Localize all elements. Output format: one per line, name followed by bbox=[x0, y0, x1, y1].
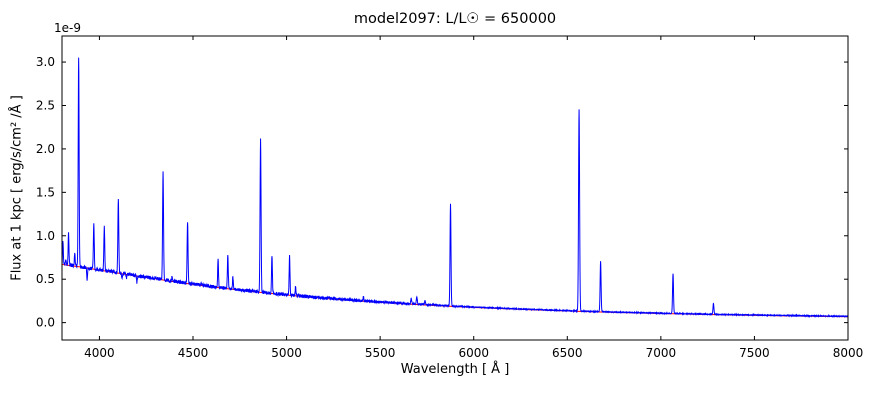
y-tick-label: 2.0 bbox=[36, 142, 55, 156]
y-tick-label: 1.5 bbox=[36, 185, 55, 199]
y-axis-offset-text: 1e-9 bbox=[54, 21, 81, 35]
x-axis-label: Wavelength [ Å ] bbox=[400, 362, 510, 377]
plot-title: model2097: L/L☉ = 650000 bbox=[353, 11, 557, 27]
x-tick-label: 7000 bbox=[646, 346, 677, 360]
x-tick-label: 4000 bbox=[84, 346, 115, 360]
spectrum-line bbox=[62, 57, 848, 319]
axes-frame bbox=[61, 35, 849, 341]
x-tick-label: 8000 bbox=[833, 346, 864, 360]
x-tick-label: 4500 bbox=[178, 346, 209, 360]
y-tick-label: 2.5 bbox=[36, 98, 55, 112]
y-axis-label: Flux at 1 kpc [ erg/s/cm² /Å ] bbox=[9, 95, 25, 281]
y-tick-label: 0.5 bbox=[36, 272, 55, 286]
x-tick-label: 5500 bbox=[365, 346, 396, 360]
x-tick-label: 6500 bbox=[552, 346, 583, 360]
x-tick-label: 7500 bbox=[739, 346, 770, 360]
y-tick-label: 3.0 bbox=[36, 55, 55, 69]
x-tick-label: 5000 bbox=[271, 346, 302, 360]
y-tick-label: 0.0 bbox=[36, 316, 55, 330]
x-tick-label: 6000 bbox=[458, 346, 489, 360]
y-tick-label: 1.0 bbox=[36, 229, 55, 243]
continuum-line bbox=[62, 263, 848, 318]
